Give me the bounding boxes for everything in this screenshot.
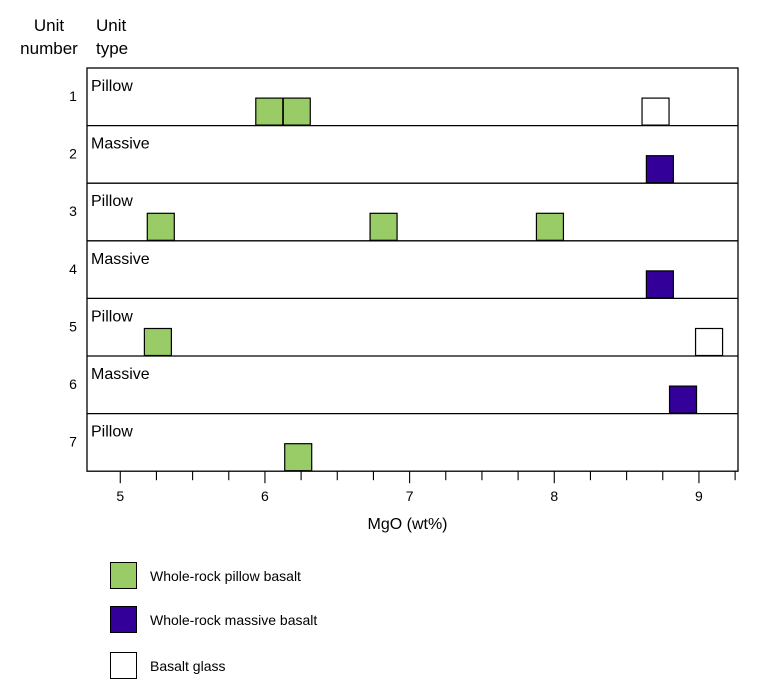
unit-number-label: 2	[69, 146, 77, 162]
data-point-pillow	[284, 443, 313, 472]
unit-number-header-line2: number	[20, 39, 78, 58]
data-point-glass	[641, 97, 670, 126]
x-axis-title: MgO (wt%)	[368, 516, 448, 533]
data-point-pillow	[146, 212, 175, 241]
legend-label-pillow: Whole-rock pillow basalt	[150, 568, 301, 584]
unit-type-label: Pillow	[91, 193, 133, 210]
unit-type-label: Pillow	[91, 78, 133, 95]
data-point-pillow	[535, 212, 565, 241]
unit-number-label: 1	[69, 88, 77, 104]
unit-type-header-line2: type	[96, 39, 129, 58]
legend-label-glass: Basalt glass	[150, 658, 226, 674]
data-point-pillow	[143, 327, 172, 357]
plot-frame	[86, 67, 739, 472]
legend-swatch-pillow	[110, 562, 137, 589]
unit-number-header: Unit number	[19, 14, 79, 60]
legend-swatch-massive	[110, 606, 137, 633]
unit-type-label: Massive	[91, 136, 150, 153]
unit-number-header-line1: Unit	[33, 16, 65, 35]
unit-number-label: 6	[69, 376, 77, 392]
data-point-glass	[694, 327, 724, 357]
x-tick-label: 8	[550, 488, 558, 504]
unit-number-label: 3	[69, 203, 77, 219]
data-point-massive	[645, 155, 674, 184]
x-tick-label: 7	[406, 488, 414, 504]
data-point-pillow	[255, 97, 284, 126]
unit-number-label: 7	[69, 434, 77, 450]
unit-number-label: 5	[69, 318, 77, 334]
data-point-massive	[668, 385, 698, 414]
legend-swatch-glass	[110, 652, 137, 679]
mgo-chart: 1 Pillow 2 Massive 3 Pillow 4 Massive 5 Pillow 6 Ma…	[69, 67, 739, 533]
unit-number-label: 4	[69, 261, 77, 277]
unit-type-label: Pillow	[91, 424, 133, 441]
x-tick-label: 6	[261, 488, 269, 504]
unit-type-header-line1: Unit	[96, 16, 127, 35]
unit-type-label: Massive	[91, 366, 150, 383]
unit-type-label: Pillow	[91, 308, 133, 325]
legend-item-massive: Whole-rock massive basalt	[110, 606, 430, 636]
data-point-massive	[645, 270, 674, 299]
data-point-pillow	[282, 97, 311, 126]
legend-item-glass: Basalt glass	[110, 652, 430, 682]
legend-item-pillow: Whole-rock pillow basalt	[110, 562, 430, 592]
x-tick-label: 5	[116, 488, 124, 504]
legend-label-massive: Whole-rock massive basalt	[150, 612, 318, 628]
x-tick-label: 9	[695, 488, 703, 504]
data-point-pillow	[369, 212, 398, 241]
unit-type-header: Unit type	[96, 14, 128, 60]
unit-type-label: Massive	[91, 251, 150, 268]
